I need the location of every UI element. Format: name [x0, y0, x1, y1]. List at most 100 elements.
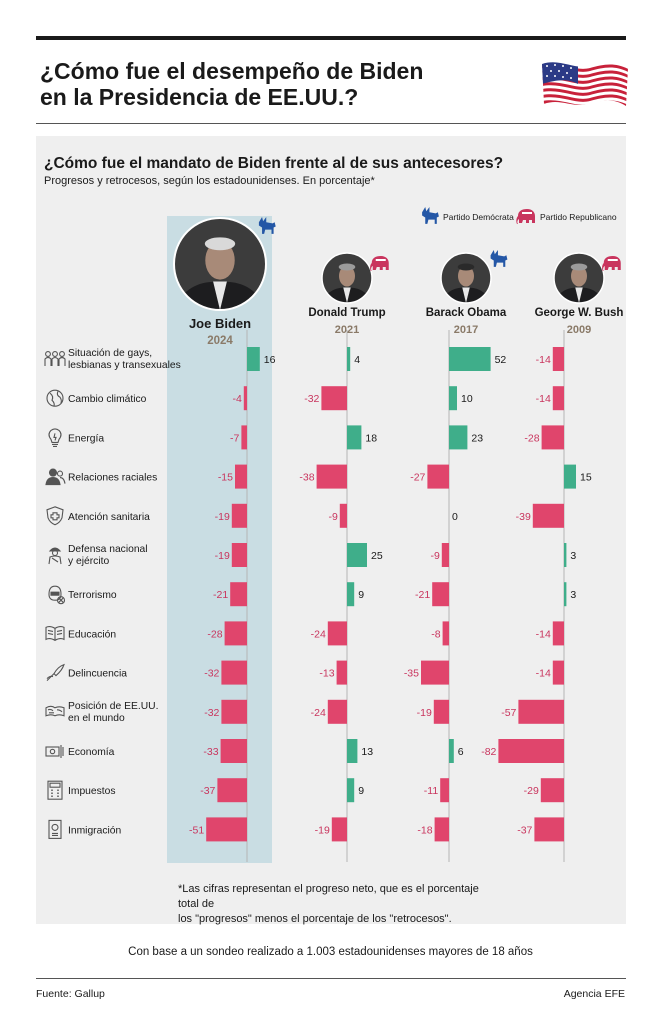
- category-label: Cambio climático: [68, 394, 147, 405]
- bar: [336, 660, 347, 685]
- bar: [564, 464, 576, 489]
- category-label: Defensa nacional y ejército: [68, 544, 148, 567]
- bar: [243, 386, 247, 411]
- photo-face: [458, 265, 474, 287]
- world-map-icon: [45, 705, 65, 717]
- president-name: Joe Biden: [189, 316, 251, 331]
- calculator-icon: [47, 780, 63, 800]
- icon-part: [47, 629, 63, 635]
- bar: [498, 739, 564, 763]
- top-rule: [36, 36, 626, 40]
- data-label: -18: [417, 824, 432, 836]
- data-label: -14: [536, 393, 551, 405]
- icon-part: [60, 745, 64, 758]
- data-label: 15: [580, 472, 592, 484]
- icon-part: [56, 596, 66, 605]
- data-label: -29: [524, 785, 539, 797]
- bar: [221, 699, 247, 724]
- category-label-line: Economía: [68, 747, 115, 758]
- democrat-legend-icon: [422, 207, 439, 224]
- icon-part: [48, 468, 58, 477]
- category-label-line: Energía: [68, 433, 104, 444]
- bar: [206, 817, 247, 842]
- data-label: -24: [311, 707, 326, 719]
- icon-part: [51, 789, 59, 797]
- data-label: -24: [311, 628, 326, 640]
- bar: [316, 464, 347, 489]
- icon-part: [48, 428, 62, 443]
- data-label: -51: [189, 824, 204, 836]
- bar: [540, 778, 564, 803]
- category-label: Educación: [68, 629, 116, 640]
- data-label: -13: [319, 668, 334, 680]
- icon-part: [50, 591, 60, 596]
- bar: [231, 503, 247, 528]
- icon-part: [59, 477, 66, 484]
- data-label: 4: [354, 354, 360, 366]
- category-label-line: Delincuencia: [68, 669, 127, 680]
- survey-basis: Con base a un sondeo realizado a 1.003 e…: [128, 946, 533, 958]
- category-label: Energía: [68, 433, 104, 444]
- data-label: 3: [570, 550, 576, 562]
- icon-part: [45, 626, 65, 642]
- bar: [518, 699, 564, 724]
- data-label: -32: [204, 707, 219, 719]
- category-label-line: Educación: [68, 629, 116, 640]
- president-year: 2017: [454, 324, 478, 336]
- photo-hair: [338, 263, 356, 271]
- footnote-line-2: los "progresos" menos el porcentaje de l…: [178, 913, 452, 925]
- bar: [441, 543, 449, 567]
- footnote-line-1: *Las cifras representan el progreso neto…: [178, 883, 479, 910]
- bar: [327, 699, 347, 724]
- footnote: *Las cifras representan el progreso neto…: [178, 882, 498, 927]
- bar: [217, 778, 247, 803]
- data-label: 3: [570, 589, 576, 601]
- category-label-line: Inmigración: [68, 825, 121, 836]
- data-label: 52: [495, 354, 507, 366]
- title-line-2: en la Presidencia de EE.UU.?: [40, 84, 359, 110]
- photo-shirt: [462, 287, 470, 303]
- photo-face: [339, 265, 355, 287]
- lightbulb-icon: [48, 428, 62, 447]
- bar: [449, 739, 454, 763]
- category-label-line: Defensa nacional: [68, 544, 148, 555]
- photo-border: [440, 252, 492, 304]
- bar: [564, 543, 567, 567]
- data-label: -27: [410, 472, 425, 484]
- photo-hair: [457, 263, 475, 271]
- category-label-line: y ejército: [68, 556, 109, 567]
- knife-hand-icon: [46, 663, 65, 681]
- icon-part: [52, 832, 58, 836]
- title-line-1: ¿Cómo fue el desempeño de Biden: [40, 58, 424, 84]
- republican-party-icon: [370, 256, 389, 271]
- icon-part: [47, 780, 63, 800]
- data-label: -4: [232, 393, 241, 405]
- bar: [224, 621, 247, 646]
- data-label: -28: [207, 628, 222, 640]
- bar: [220, 739, 247, 763]
- bar: [434, 817, 449, 842]
- data-label: -37: [200, 785, 215, 797]
- category-label-line: lesbianas y transexuales: [68, 360, 181, 371]
- bar: [541, 425, 564, 450]
- data-label: 9: [358, 589, 364, 601]
- data-label: -82: [481, 746, 496, 758]
- data-label: -28: [524, 432, 539, 444]
- bar: [347, 582, 355, 607]
- democrat-party-icon: [490, 250, 508, 267]
- bar: [552, 386, 564, 411]
- data-label: -14: [536, 354, 551, 366]
- data-label: 0: [452, 511, 458, 523]
- data-label: -19: [315, 824, 330, 836]
- president-name: Donald Trump: [308, 307, 385, 319]
- data-label: -38: [299, 472, 314, 484]
- icon-part: [45, 351, 51, 357]
- highlight-column: [167, 216, 272, 863]
- bar: [552, 621, 564, 646]
- bar: [449, 386, 457, 411]
- people-icon: [45, 468, 66, 486]
- photo-shirt: [343, 287, 351, 303]
- bar: [231, 543, 247, 567]
- icon-part: [45, 477, 61, 486]
